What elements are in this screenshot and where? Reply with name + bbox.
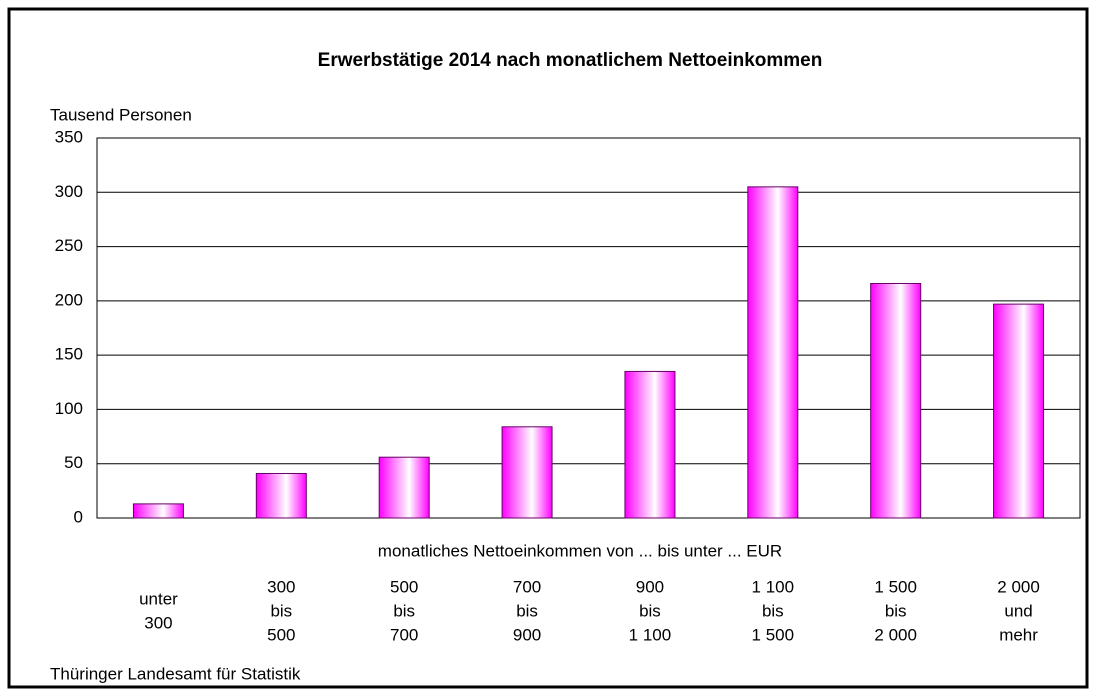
x-tick-label: 300 (144, 613, 172, 632)
x-tick-label: 1 500 (752, 625, 795, 644)
y-tick-label: 350 (55, 127, 83, 146)
y-tick-label: 300 (55, 182, 83, 201)
x-tick-label: 500 (267, 625, 295, 644)
x-tick-label: und (1004, 601, 1032, 620)
bar (378, 456, 430, 519)
chart-title: Erwerbstätige 2014 nach monatlichem Nett… (318, 50, 823, 71)
x-tick-label: unter (139, 589, 178, 608)
y-tick-label: 200 (55, 290, 83, 309)
y-tick-label: 150 (55, 345, 83, 364)
x-axis-label: monatliches Nettoeinkommen von ... bis u… (378, 541, 782, 560)
x-tick-label: bis (885, 601, 907, 620)
x-tick-label: bis (393, 601, 415, 620)
x-tick-label: 700 (513, 577, 541, 596)
bar (870, 282, 922, 519)
x-tick-label: 900 (636, 577, 664, 596)
x-tick-label: bis (639, 601, 661, 620)
x-tick-label: 900 (513, 625, 541, 644)
x-tick-label: 2 000 (997, 577, 1040, 596)
x-tick-label: mehr (999, 625, 1038, 644)
bar (132, 503, 184, 519)
x-tick-label: bis (762, 601, 784, 620)
x-tick-label: 2 000 (874, 625, 917, 644)
x-tick-label: 300 (267, 577, 295, 596)
y-tick-label: 50 (64, 453, 83, 472)
bar (255, 472, 307, 519)
y-axis-label: Tausend Personen (50, 105, 192, 124)
x-tick-label: bis (270, 601, 292, 620)
y-tick-label: 100 (55, 399, 83, 418)
x-tick-label: 1 100 (629, 625, 672, 644)
x-tick-label: 1 500 (874, 577, 917, 596)
x-tick-label: 500 (390, 577, 418, 596)
y-tick-label: 250 (55, 236, 83, 255)
y-tick-label: 0 (74, 507, 83, 526)
x-tick-label: 1 100 (752, 577, 795, 596)
bar (747, 186, 799, 519)
bar (993, 303, 1045, 519)
bar (624, 370, 676, 519)
x-tick-label: 700 (390, 625, 418, 644)
source: Thüringer Landesamt für Statistik (50, 664, 301, 683)
bar (501, 426, 553, 519)
x-tick-label: bis (516, 601, 538, 620)
